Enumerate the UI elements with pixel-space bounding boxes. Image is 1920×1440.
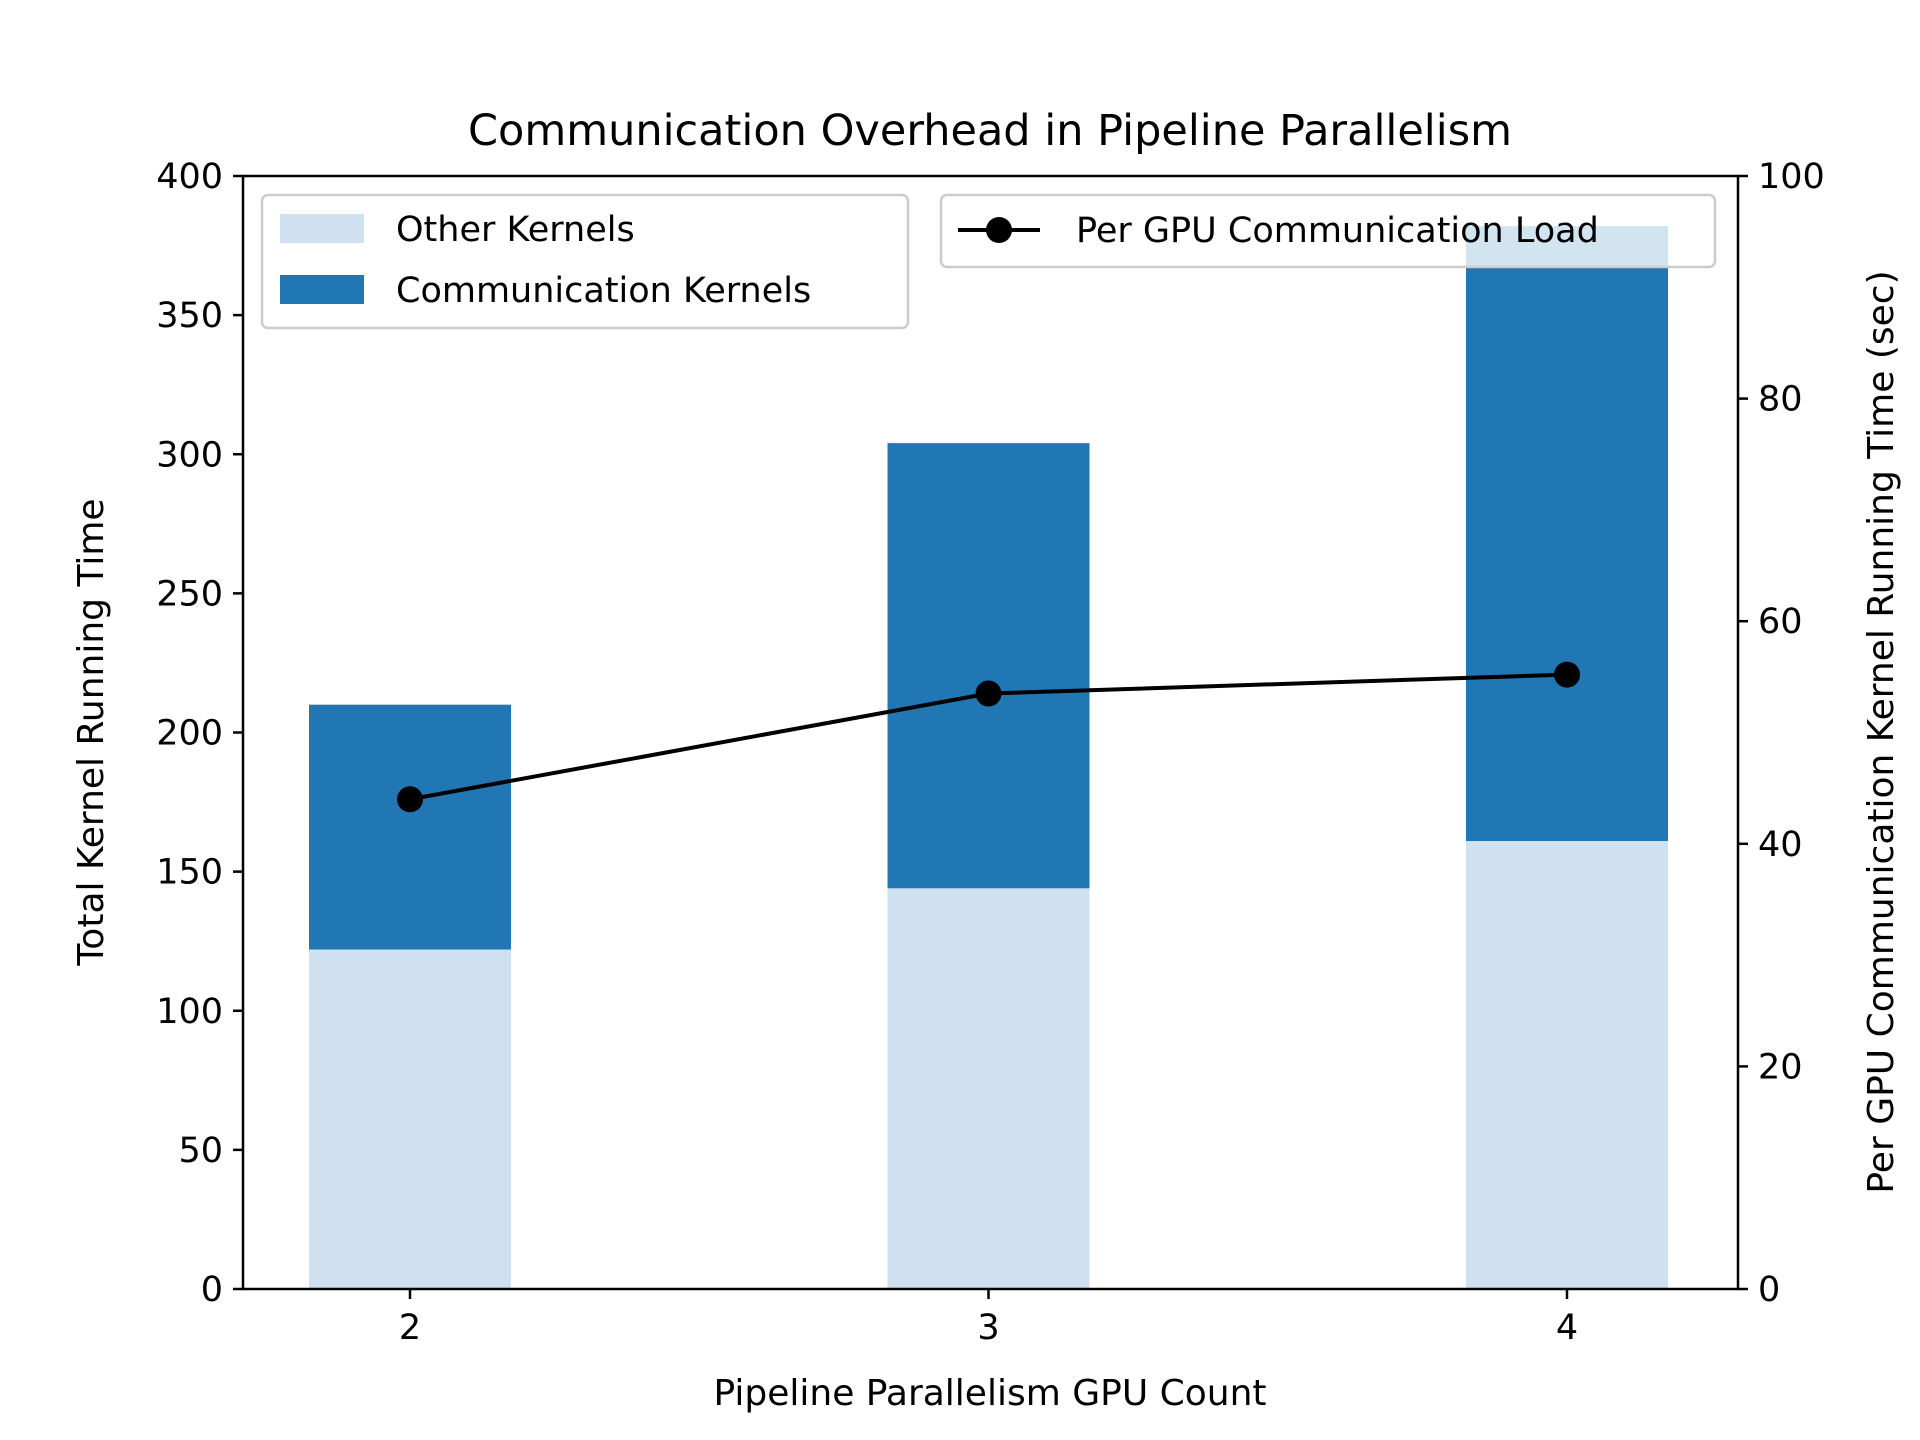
y2-tick-label-60: 60	[1758, 602, 1803, 642]
y-tick-label-400: 400	[156, 157, 223, 197]
legend-bars: Other Kernels Communication Kernels	[260, 193, 910, 330]
bar-other-kernels-4	[1466, 841, 1668, 1289]
y2-tick-label-40: 40	[1758, 825, 1803, 865]
bar-other-kernels-2	[309, 949, 511, 1289]
legend-swatch-communication-kernels	[280, 275, 364, 304]
legend-label-other-kernels: Other Kernels	[396, 210, 635, 250]
legend-line: Per GPU Communication Load	[939, 193, 1717, 269]
y-tick-label-0: 0	[201, 1270, 223, 1310]
y2-tick-label-100: 100	[1758, 157, 1825, 197]
legend-line-frame	[939, 193, 1717, 269]
y-tick-label-200: 200	[156, 714, 223, 754]
x-tick-label-4: 4	[1556, 1308, 1578, 1348]
legend-line-marker	[986, 217, 1012, 243]
line-point-2	[397, 786, 423, 813]
bar-communication-kernels-4	[1466, 226, 1668, 842]
x-tick-label-2: 2	[399, 1308, 421, 1348]
y-tick-label-250: 250	[156, 574, 223, 614]
y2-tick-label-80: 80	[1758, 380, 1803, 420]
legend-label-per-gpu-communication-load: Per GPU Communication Load	[1076, 211, 1599, 251]
line-layer	[397, 661, 1580, 813]
ticks-layer: 0 50 100 150 200 250 300 350 400 0 20 40 60 80 100 2 3 4	[156, 157, 1825, 1348]
bars-layer	[309, 226, 1668, 1289]
legend-bars-frame	[260, 193, 910, 330]
legend-label-communication-kernels: Communication Kernels	[396, 271, 811, 311]
y-tick-label-100: 100	[156, 992, 223, 1032]
line-point-4	[1554, 661, 1580, 688]
bar-communication-kernels-2	[309, 704, 511, 950]
line-point-3	[975, 680, 1002, 707]
x-axis-label: Pipeline Parallelism GPU Count	[713, 1373, 1266, 1414]
bar-other-kernels-3	[887, 888, 1090, 1289]
y2-tick-label-20: 20	[1758, 1047, 1803, 1087]
y-tick-label-350: 350	[156, 296, 223, 336]
y2-tick-label-0: 0	[1758, 1270, 1780, 1310]
x-tick-label-3: 3	[977, 1308, 999, 1348]
y-axis-label: Total Kernel Running Time	[71, 498, 112, 966]
legend-swatch-other-kernels	[280, 214, 364, 243]
y-tick-label-150: 150	[156, 853, 223, 893]
y-tick-label-300: 300	[156, 435, 223, 475]
y-tick-label-50: 50	[178, 1131, 223, 1171]
y2-axis-label: Per GPU Communication Kernel Running Tim…	[1861, 270, 1902, 1193]
bar-communication-kernels-3	[887, 443, 1090, 889]
chart-title: Communication Overhead in Pipeline Paral…	[468, 106, 1512, 156]
